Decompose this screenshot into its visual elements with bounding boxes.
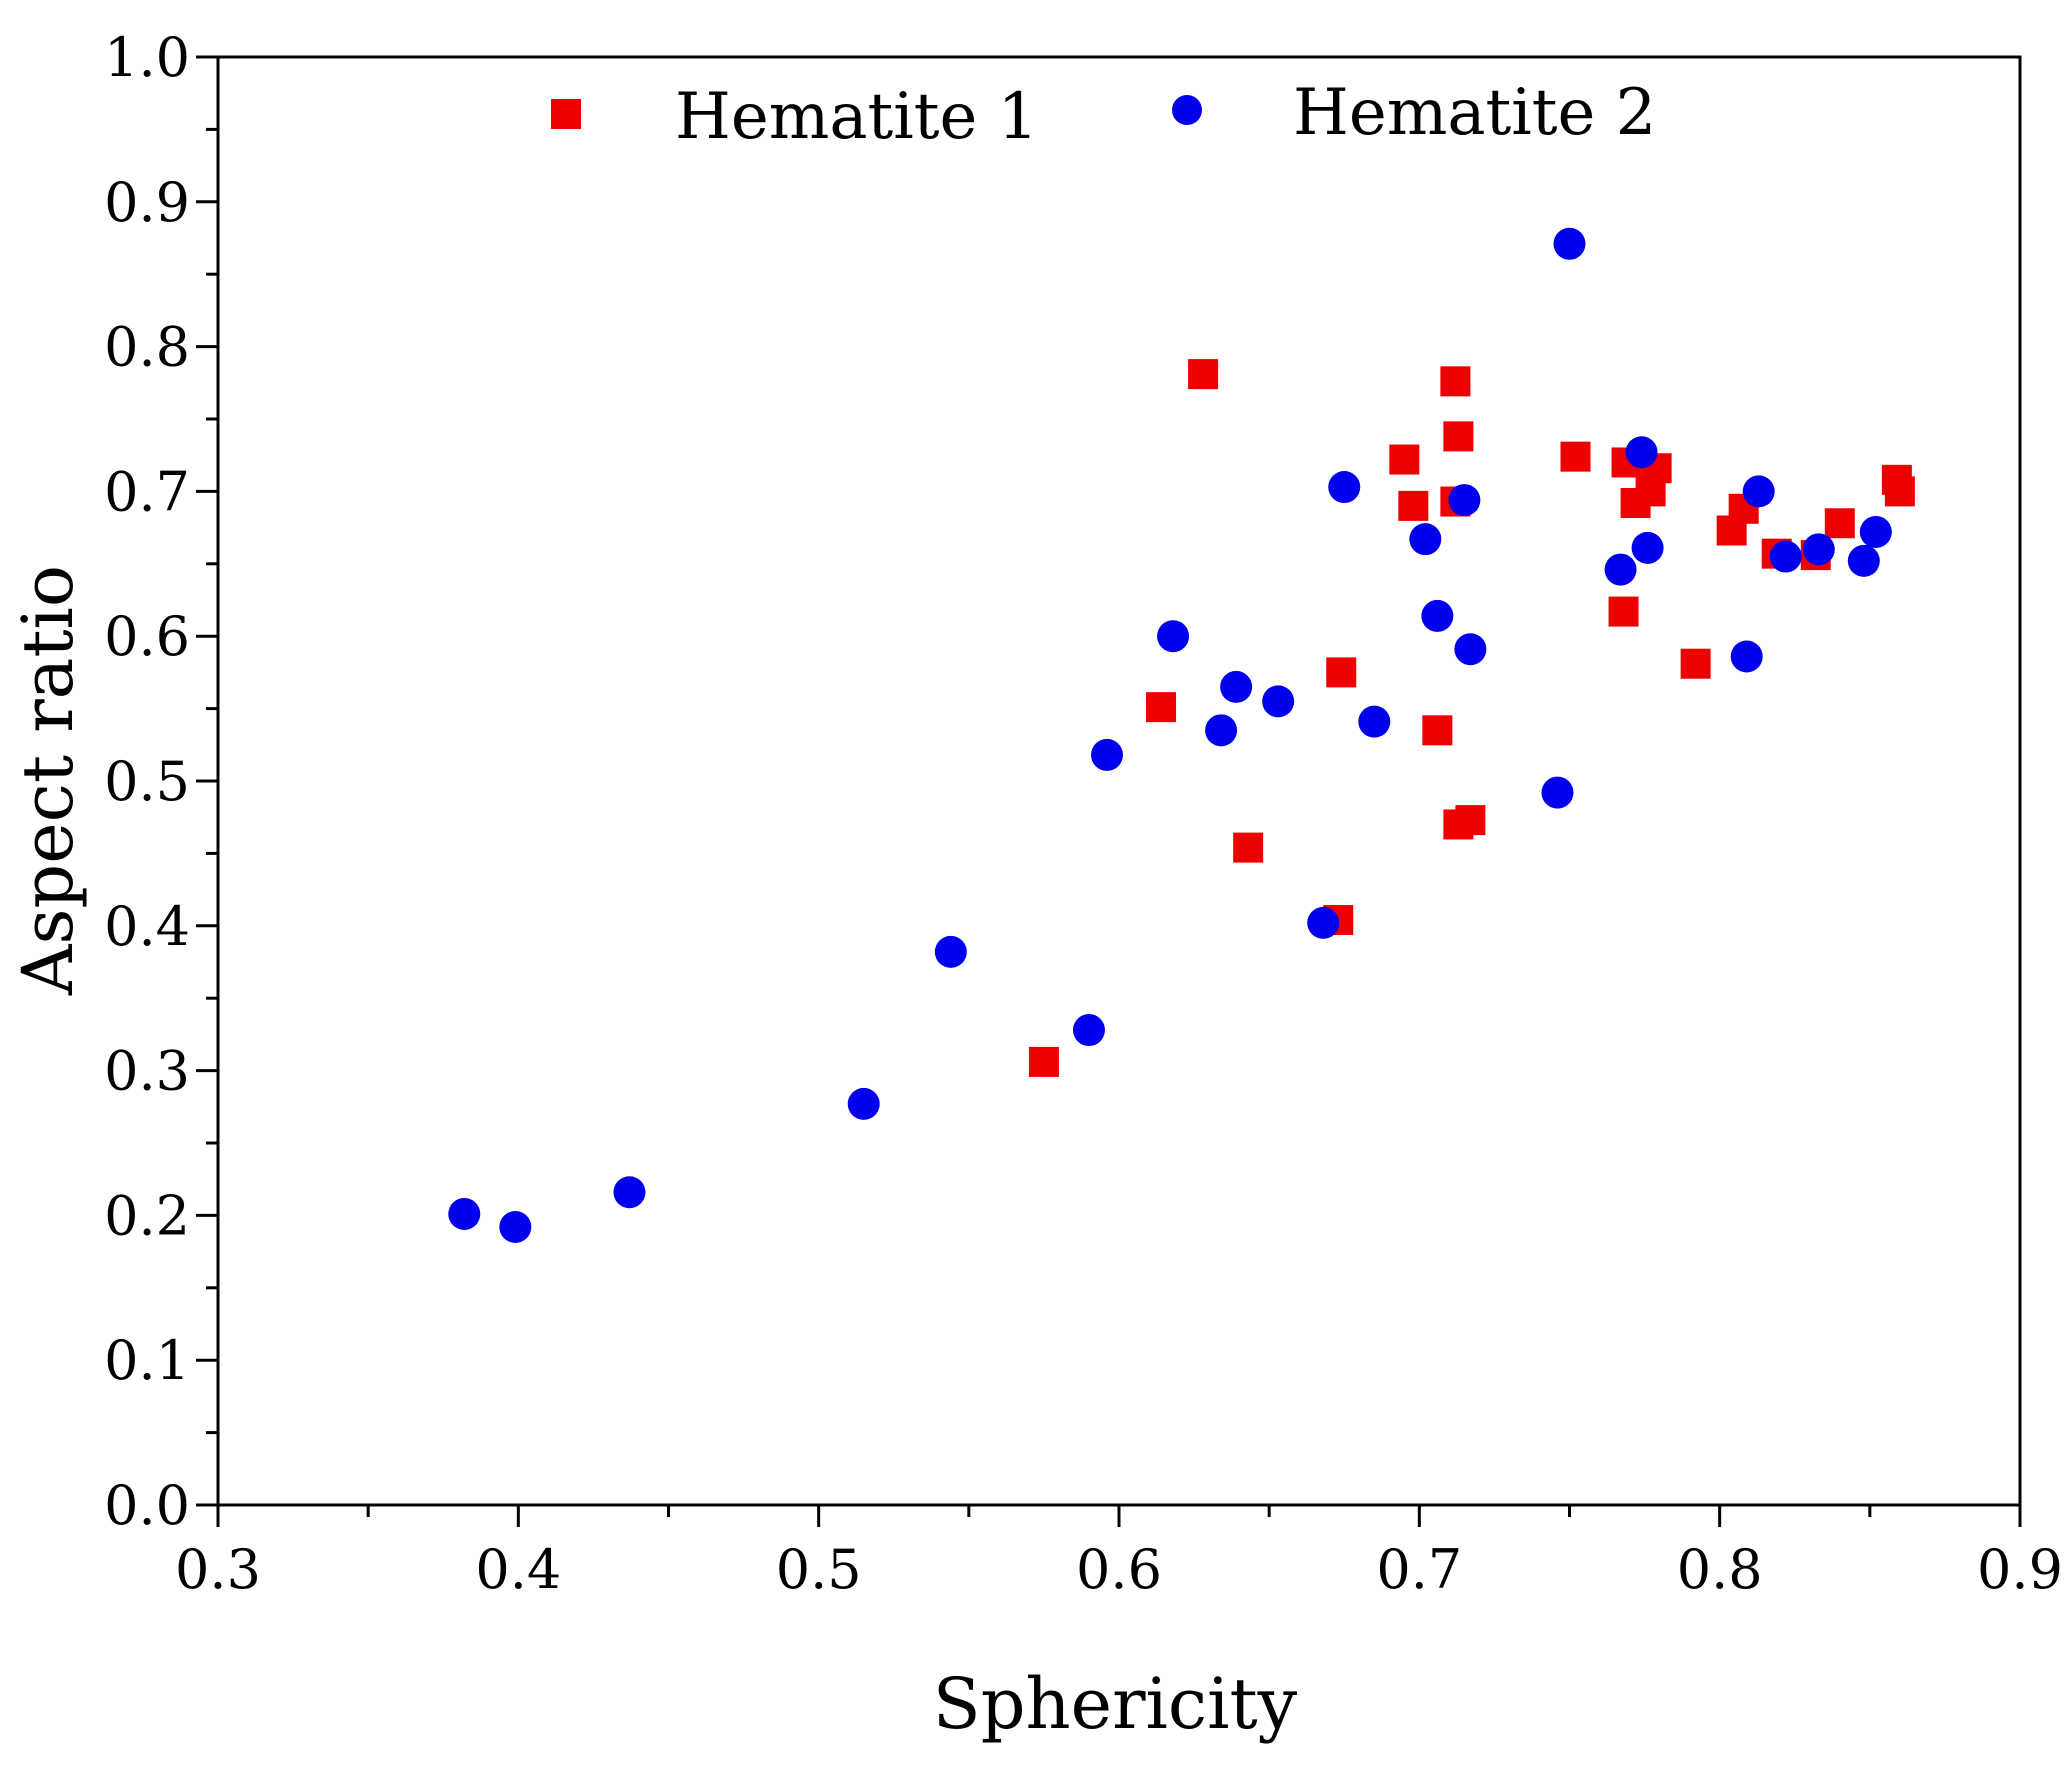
point-hematite-2 — [1262, 685, 1295, 718]
x-tick-label: 0.9 — [1977, 1538, 2063, 1601]
y-tick-label: 0.8 — [104, 316, 190, 379]
point-hematite-2 — [1328, 471, 1361, 504]
point-hematite-2 — [1090, 738, 1123, 771]
x-tick-label: 0.6 — [1076, 1538, 1162, 1601]
point-hematite-2 — [1541, 776, 1574, 809]
point-hematite-2 — [1448, 484, 1481, 517]
legend: Hematite 1 Hematite 2 — [551, 76, 1656, 154]
point-hematite-2 — [1604, 553, 1637, 586]
y-tick-label: 0.6 — [104, 605, 190, 668]
point-hematite-2 — [1358, 705, 1391, 738]
point-hematite-2 — [1730, 640, 1763, 673]
y-axis-tick-labels: 0.0 0.1 0.2 0.3 0.4 0.5 0.6 0.7 0.8 0.9 1.0 — [104, 26, 190, 1537]
y-tick-label: 0.1 — [104, 1329, 190, 1392]
legend-label-hematite-1: Hematite 1 — [675, 80, 1038, 154]
point-hematite-1 — [1440, 366, 1471, 397]
point-hematite-2 — [499, 1210, 532, 1243]
point-hematite-1 — [1443, 421, 1474, 452]
point-hematite-1 — [1146, 692, 1177, 723]
point-hematite-1 — [1326, 657, 1357, 688]
point-hematite-2 — [847, 1087, 880, 1120]
point-hematite-1 — [1455, 805, 1486, 836]
point-hematite-2 — [1205, 714, 1238, 747]
x-axis-title: Sphericity — [933, 1663, 1298, 1745]
point-hematite-1 — [1608, 596, 1639, 627]
y-tick-label: 1.0 — [104, 26, 190, 89]
x-tick-label: 0.4 — [475, 1538, 561, 1601]
point-hematite-1 — [1680, 648, 1711, 679]
x-tick-label: 0.5 — [776, 1538, 862, 1601]
y-tick-label: 0.5 — [104, 750, 190, 813]
y-tick-label: 0.7 — [104, 460, 190, 523]
point-hematite-1 — [1824, 508, 1855, 539]
plot-frame — [216, 55, 2022, 1507]
point-hematite-1 — [1389, 444, 1420, 475]
point-hematite-2 — [1421, 599, 1454, 632]
point-hematite-2 — [1553, 227, 1586, 260]
x-tick-label: 0.7 — [1376, 1538, 1462, 1601]
point-hematite-2 — [1409, 523, 1442, 556]
point-hematite-1 — [1188, 359, 1219, 390]
x-axis-tick-labels: 0.3 0.4 0.5 0.6 0.7 0.8 0.9 — [175, 1538, 2063, 1601]
point-hematite-2 — [934, 935, 967, 968]
y-axis-title: Aspect ratio — [7, 565, 89, 996]
point-hematite-2 — [1742, 475, 1775, 508]
y-tick-label: 0.9 — [104, 171, 190, 234]
point-hematite-2 — [1631, 531, 1664, 564]
point-hematite-2 — [1625, 436, 1658, 469]
y-axis-ticks — [196, 55, 218, 1507]
point-hematite-1 — [1233, 832, 1264, 863]
point-hematite-2 — [1157, 620, 1190, 653]
y-tick-label: 0.2 — [104, 1184, 190, 1247]
data-points — [448, 227, 1915, 1243]
point-hematite-2 — [1769, 540, 1802, 573]
point-hematite-2 — [1802, 533, 1835, 566]
y-tick-label: 0.0 — [104, 1474, 190, 1537]
point-hematite-2 — [448, 1197, 481, 1230]
point-hematite-1 — [1028, 1046, 1059, 1077]
point-hematite-1 — [1398, 490, 1429, 521]
legend-label-hematite-2: Hematite 2 — [1293, 76, 1656, 150]
legend-marker-hematite-2 — [1172, 95, 1202, 125]
y-tick-label: 0.4 — [104, 895, 190, 958]
point-hematite-2 — [1220, 670, 1253, 703]
y-tick-label: 0.3 — [104, 1040, 190, 1103]
x-tick-label: 0.3 — [175, 1538, 261, 1601]
point-hematite-1 — [1635, 476, 1666, 507]
x-axis-ticks — [216, 1505, 2022, 1527]
legend-marker-hematite-1 — [551, 99, 581, 129]
point-hematite-1 — [1884, 476, 1915, 507]
point-hematite-1 — [1560, 441, 1591, 472]
point-hematite-2 — [1454, 633, 1487, 666]
point-hematite-2 — [1847, 544, 1880, 577]
point-hematite-2 — [1307, 906, 1340, 939]
point-hematite-2 — [1072, 1014, 1105, 1047]
x-tick-label: 0.8 — [1677, 1538, 1763, 1601]
point-hematite-2 — [613, 1176, 646, 1209]
point-hematite-2 — [1859, 515, 1892, 548]
point-hematite-1 — [1422, 715, 1453, 746]
point-hematite-1 — [1716, 515, 1747, 546]
